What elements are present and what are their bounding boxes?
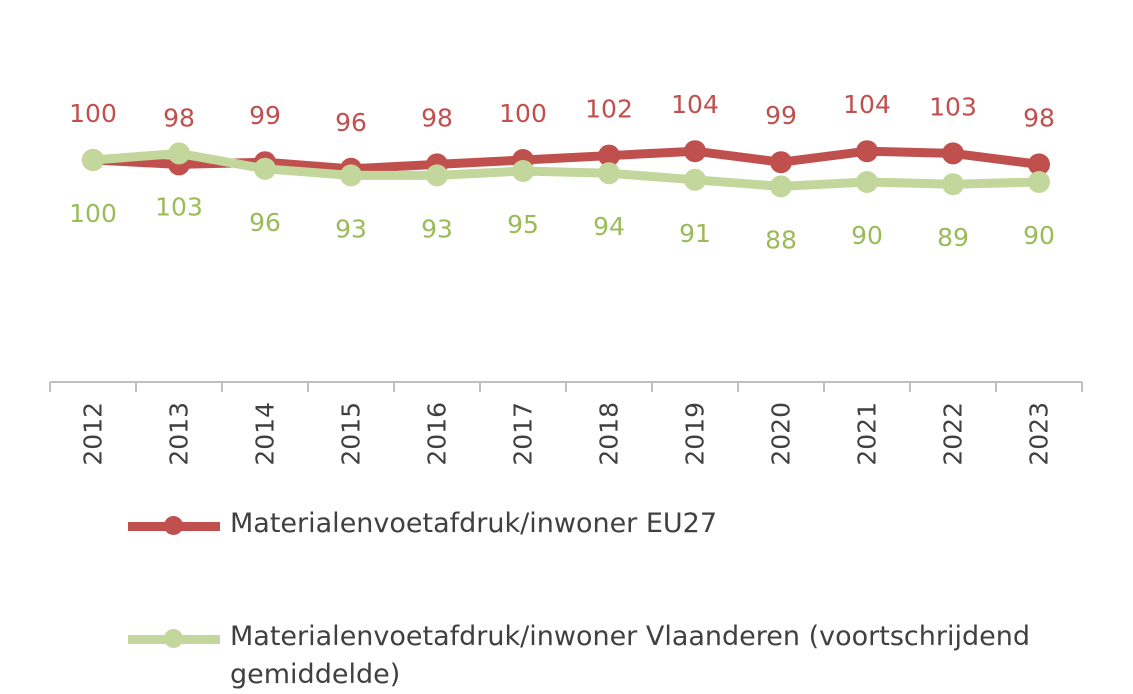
legend-label-vlaanderen: Materialenvoetafdruk/inwoner Vlaanderen … [230,621,1030,690]
data-point [770,175,792,198]
legend-marker-eu27 [164,516,183,535]
legend-marker-vlaanderen [164,629,183,648]
data-label: 96 [335,108,367,137]
data-label: 99 [765,101,797,130]
x-tick-label: 2014 [251,402,280,466]
data-label: 93 [421,214,453,243]
x-tick-label: 2015 [337,402,366,466]
data-label: 98 [1023,103,1055,132]
x-tick-label: 2012 [79,402,108,466]
data-label: 89 [937,223,969,252]
data-point [856,171,878,193]
data-point [684,168,706,191]
data-label: 90 [851,221,883,250]
data-point [856,140,878,163]
data-label: 98 [421,103,453,132]
line-chart: 2012 2013 2014 2015 2016 2017 2018 2019 2020 2021… [49,90,1083,466]
data-label: 100 [499,99,547,128]
data-point [1028,153,1050,176]
data-label: 90 [1023,221,1055,250]
data-label: 100 [69,199,117,228]
data-label: 104 [671,90,719,119]
x-tick-label: 2022 [939,402,968,466]
x-tick-label: 2016 [423,402,452,466]
data-label: 95 [507,210,539,239]
data-point [512,160,534,182]
data-point [942,142,964,165]
data-point [598,144,620,167]
data-point [254,157,276,180]
x-tick-label: 2021 [853,402,882,466]
data-label: 104 [843,90,891,119]
series-layer [82,140,1050,198]
data-label: 98 [163,103,195,132]
data-label: 88 [765,225,797,254]
x-tick-label: 2020 [767,402,796,466]
data-label: 102 [585,95,633,124]
series-line-1 [88,148,1044,191]
data-labels: 100 98 99 96 98 100 102 104 99 104 103 98 100 103 96 93… [69,90,1055,254]
data-label: 103 [929,92,977,121]
data-label: 100 [69,99,117,128]
data-label: 103 [155,192,203,221]
data-point [598,162,620,185]
data-label: 99 [249,101,281,130]
data-point [942,173,964,196]
data-point [426,164,448,187]
x-tick-label: 2017 [509,402,538,466]
data-label: 91 [679,219,711,248]
x-tick-label: 2023 [1025,402,1054,466]
x-tick-label: 2013 [165,402,194,466]
data-label: 93 [335,214,367,243]
data-point [770,151,792,174]
x-tick-label: 2018 [595,402,624,466]
legend-label-eu27: Materialenvoetafdruk/inwoner EU27 [230,508,718,539]
data-label: 94 [593,212,625,241]
data-point [1028,171,1050,193]
x-axis: 2012 2013 2014 2015 2016 2017 2018 2019 2020 2021… [49,381,1083,466]
data-point [168,142,190,165]
x-tick-label: 2019 [681,402,710,466]
data-point [684,140,706,163]
data-label: 96 [249,208,281,237]
data-point [82,149,104,171]
data-point [340,164,362,187]
